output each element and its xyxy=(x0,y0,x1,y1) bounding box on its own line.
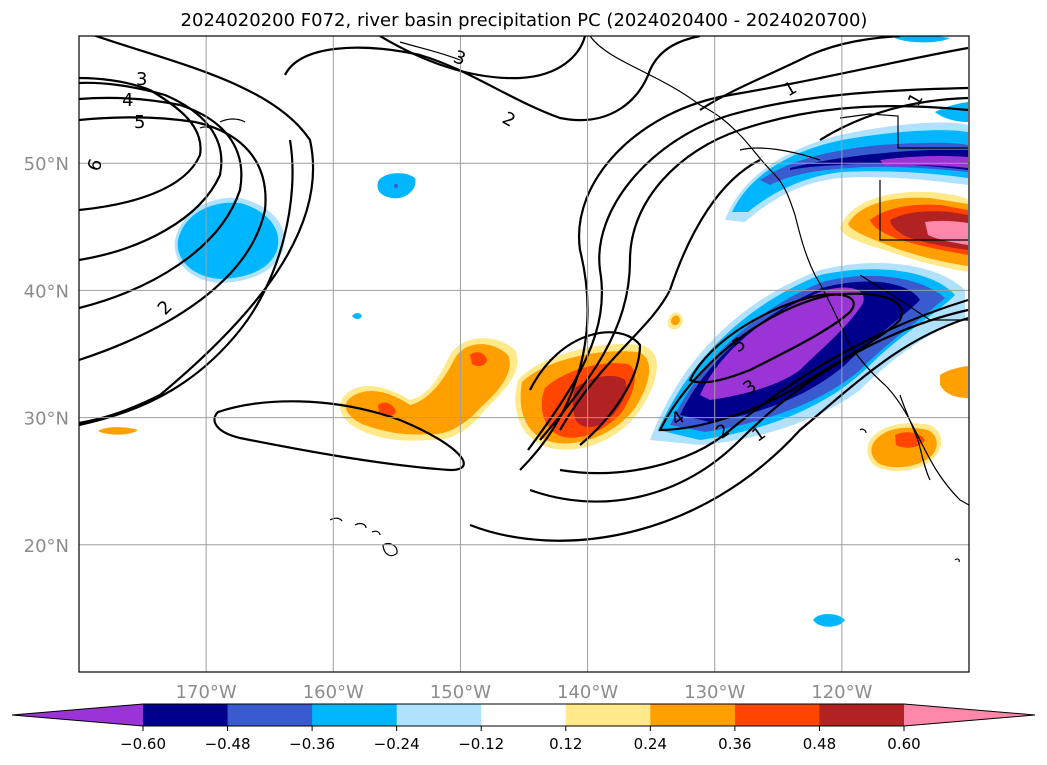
colorbar-bin xyxy=(734,704,820,726)
contour-label: 4 xyxy=(122,90,133,111)
lon-tick-label: 140°W xyxy=(557,682,618,703)
coastlines xyxy=(199,36,969,563)
contour-label: 5 xyxy=(134,112,145,133)
overlay-contours xyxy=(79,36,969,542)
map-panel: 3 4 5 6 2 3 2 1 1 5 3 2 1 4 20°N30°N40°N… xyxy=(24,35,970,703)
gridlines xyxy=(79,36,969,672)
lon-tick-label: 170°W xyxy=(176,682,237,703)
lat-tick-label: 40°N xyxy=(24,281,69,302)
contour-label: 3 xyxy=(136,69,147,90)
colorbar-tick-label: −0.48 xyxy=(205,735,251,753)
colorbar-extend-high xyxy=(904,704,1035,726)
colorbar-tick-label: 0.24 xyxy=(634,735,667,753)
latitude-labels: 20°N 30°N 40°N 50°N xyxy=(24,154,69,557)
colorbar-bin xyxy=(227,704,313,726)
colorbar-bin xyxy=(819,704,905,726)
colorbar-bin xyxy=(650,704,736,726)
plot-title: 2024020200 F072, river basin precipitati… xyxy=(181,10,868,31)
lon-tick-label: 160°W xyxy=(303,682,364,703)
colorbar-tick-label: −0.24 xyxy=(374,735,420,753)
colorbar-tick-label: −0.36 xyxy=(289,735,335,753)
precip-pc-fill xyxy=(98,36,968,627)
longitude-labels: 170°W 160°W 150°W 140°W 130°W 120°W xyxy=(176,682,873,703)
colorbar: −0.60 −0.48 −0.36 −0.24 −0.12 0.12 0.24 0.36 0.4… xyxy=(11,703,1036,753)
colorbar-tick-label: 0.12 xyxy=(549,735,582,753)
lat-tick-label: 50°N xyxy=(24,154,69,175)
lat-tick-label: 20°N xyxy=(24,536,69,557)
colorbar-tick-label: −0.12 xyxy=(458,735,504,753)
lon-tick-label: 120°W xyxy=(811,682,872,703)
colorbar-tick-label: 0.48 xyxy=(803,735,836,753)
colorbar-bin xyxy=(565,704,651,726)
colorbar-bin xyxy=(312,704,398,726)
lon-tick-label: 130°W xyxy=(684,682,745,703)
colorbar-tick-label: 0.36 xyxy=(718,735,751,753)
colorbar-extend-low xyxy=(12,704,143,726)
colorbar-bin xyxy=(143,704,229,726)
colorbar-bin xyxy=(481,704,567,726)
colorbar-tick-label: 0.60 xyxy=(887,735,920,753)
lon-tick-label: 150°W xyxy=(430,682,491,703)
colorbar-bin xyxy=(396,704,482,726)
lat-tick-label: 30°N xyxy=(24,409,69,430)
colorbar-tick-label: −0.60 xyxy=(120,735,166,753)
